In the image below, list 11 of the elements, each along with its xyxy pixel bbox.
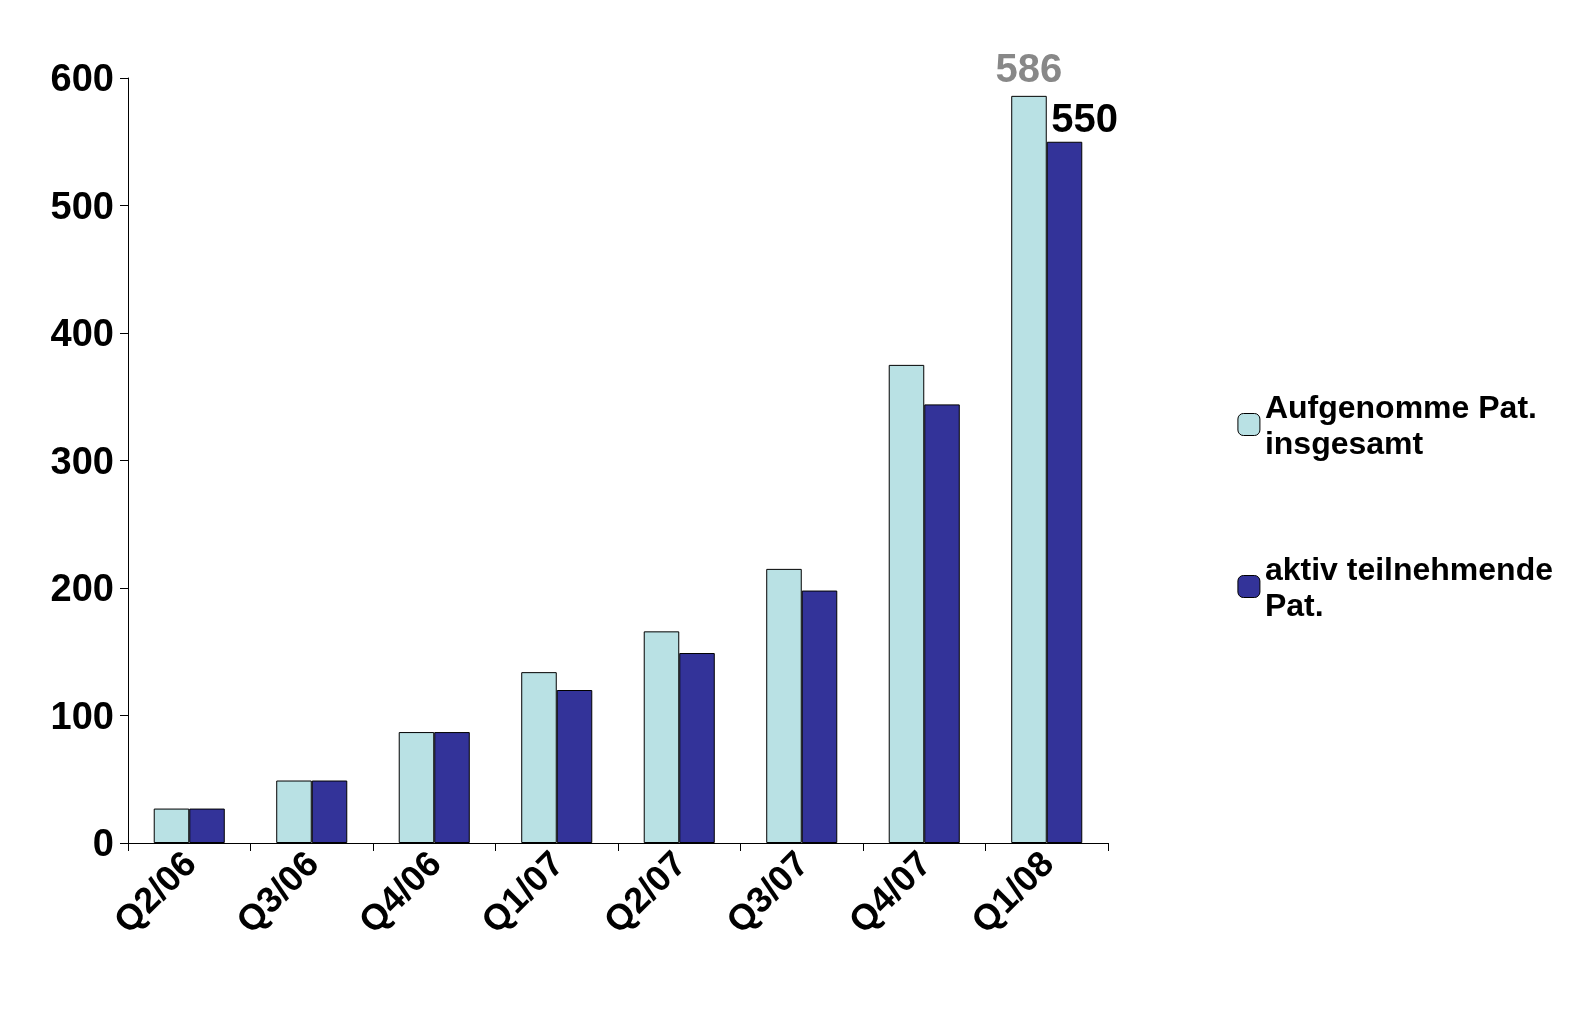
y-tick-label: 300 bbox=[50, 439, 114, 482]
legend-label: aktiv teilnehmende Pat. bbox=[1264, 550, 1553, 623]
y-tick-label: 100 bbox=[50, 694, 114, 737]
y-tick-label: 400 bbox=[50, 312, 114, 354]
data-label: 586 bbox=[995, 45, 1063, 90]
y-tick-label: 600 bbox=[50, 57, 114, 99]
y-tick-label: 500 bbox=[50, 184, 114, 227]
y-tick-label: 0 bbox=[92, 822, 114, 864]
y-tick-label: 200 bbox=[50, 567, 114, 609]
legend-label: Aufgenomme Pat. insgesamt bbox=[1264, 388, 1537, 461]
data-label: 550 bbox=[1051, 95, 1118, 140]
